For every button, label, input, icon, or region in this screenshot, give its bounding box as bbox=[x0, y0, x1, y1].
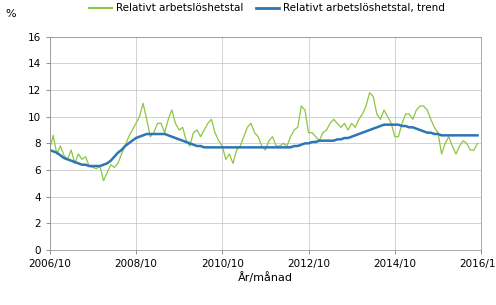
Text: %: % bbox=[5, 9, 15, 19]
Legend: Relativt arbetslöshetstal, Relativt arbetslöshetstal, trend: Relativt arbetslöshetstal, Relativt arbe… bbox=[89, 3, 445, 13]
X-axis label: År/månad: År/månad bbox=[238, 272, 293, 283]
